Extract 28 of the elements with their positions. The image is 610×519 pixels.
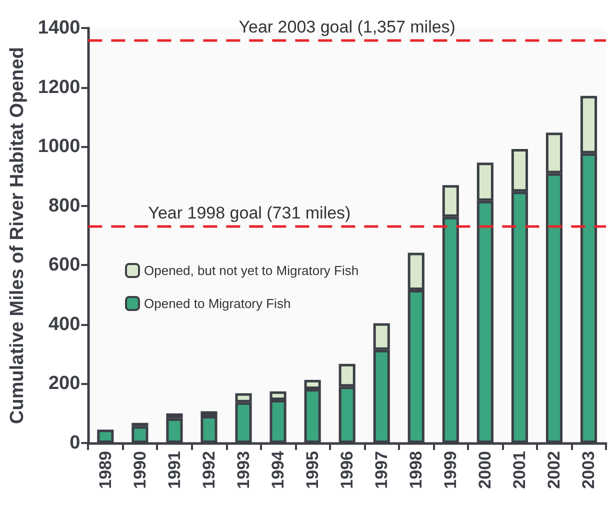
y-tick-label: 1000 — [38, 136, 80, 158]
y-tick-label: 0 — [70, 432, 80, 454]
x-tick-label: 1993 — [234, 451, 254, 489]
x-tick-label: 1990 — [130, 451, 150, 489]
y-tick-label: 1400 — [38, 18, 80, 38]
legend-label: Opened to Migratory Fish — [144, 296, 291, 311]
x-tick-label: 1994 — [268, 450, 288, 489]
y-tick-label: 800 — [48, 195, 80, 216]
x-tick-label: 1999 — [441, 451, 460, 489]
y-axis-title: Cumulative Miles of River Habitat Opened — [7, 47, 28, 424]
x-tick-label: 2003 — [579, 451, 598, 489]
x-tick-label: 2002 — [544, 451, 564, 489]
x-tick-label: 1997 — [372, 451, 392, 489]
x-tick-label: 2000 — [476, 451, 495, 489]
ref-line-label: Year 1998 goal (731 miles) — [148, 203, 351, 222]
x-tick-label: 1998 — [406, 451, 426, 489]
x-tick-label: 2001 — [510, 451, 530, 489]
ref-line-label: Year 2003 goal (1,357 miles) — [238, 18, 456, 37]
y-tick-label: 200 — [48, 373, 80, 394]
y-tick-label: 600 — [48, 254, 80, 276]
x-tick-label: 1995 — [303, 451, 322, 489]
y-tick-label: 1200 — [38, 76, 80, 98]
y-tick-label: 400 — [48, 314, 80, 335]
x-tick-label: 1996 — [338, 451, 357, 489]
x-tick-label: 1989 — [96, 451, 115, 489]
x-tick-label: 1991 — [164, 451, 184, 489]
x-tick-label: 1992 — [199, 451, 218, 489]
legend-label: Opened, but not yet to Migratory Fish — [144, 263, 359, 278]
